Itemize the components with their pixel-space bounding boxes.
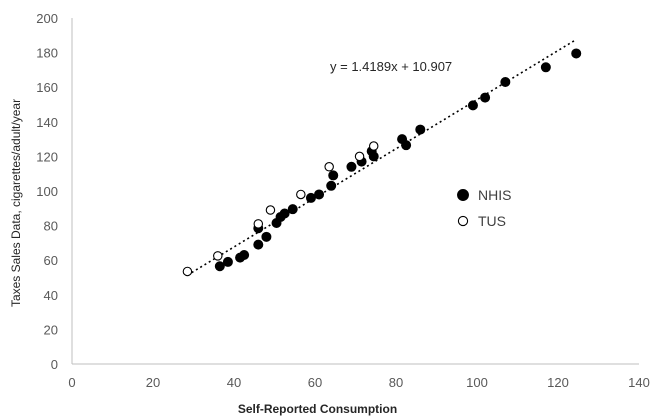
tus-point	[253, 219, 264, 229]
y-tick-label: 60	[44, 253, 58, 268]
nhis-point	[314, 189, 325, 200]
nhis-point	[222, 256, 233, 267]
data-points	[182, 48, 582, 277]
nhis-point	[401, 140, 412, 151]
tus-point	[213, 251, 223, 261]
nhis-point	[279, 208, 290, 219]
axes	[71, 18, 639, 365]
trendline-group: y = 1.4189x + 10.907	[187, 38, 577, 276]
y-tick-label: 120	[36, 149, 58, 164]
x-tick-label: 120	[547, 375, 569, 390]
x-tick-labels: 0 20 40 60 80 100 120 140	[68, 375, 649, 390]
trendline	[187, 38, 577, 276]
nhis-point	[326, 180, 337, 191]
tus-point	[368, 141, 379, 151]
nhis-point	[368, 151, 379, 162]
y-tick-label: 20	[44, 322, 58, 337]
y-tick-label: 40	[44, 288, 58, 303]
nhis-point	[346, 161, 357, 172]
tus-point	[182, 266, 193, 277]
nhis-point	[328, 170, 339, 181]
nhis-point	[214, 261, 225, 272]
tus-point	[296, 189, 306, 200]
y-tick-label: 140	[36, 115, 58, 130]
nhis-point	[540, 62, 551, 73]
tus-point	[324, 162, 334, 172]
x-tick-label: 80	[389, 375, 403, 390]
legend-marker-tus	[457, 215, 469, 227]
y-tick-label: 100	[36, 184, 58, 199]
nhis-point	[287, 204, 298, 215]
y-tick-labels: 0 20 40 60 80 100 120 140 160 180 200	[36, 11, 58, 372]
y-tick-label: 180	[36, 46, 58, 61]
nhis-point	[467, 100, 478, 111]
x-tick-label: 0	[68, 375, 75, 390]
y-tick-label: 80	[44, 219, 58, 234]
x-tick-label: 60	[308, 375, 322, 390]
legend-label-nhis: NHIS	[478, 187, 511, 203]
y-tick-label: 0	[51, 357, 58, 372]
nhis-point	[415, 124, 426, 135]
y-tick-label: 160	[36, 80, 58, 95]
nhis-point	[500, 77, 511, 88]
tus-point	[265, 205, 276, 215]
x-tick-label: 20	[146, 375, 160, 390]
legend: NHIS TUS	[457, 187, 511, 229]
x-tick-label: 140	[628, 375, 650, 390]
x-axis-title: Self-Reported Consumption	[238, 402, 397, 416]
x-tick-label: 40	[227, 375, 241, 390]
x-tick-label: 100	[466, 375, 488, 390]
nhis-point	[571, 48, 582, 59]
legend-marker-nhis	[457, 189, 469, 201]
trendline-equation: y = 1.4189x + 10.907	[330, 59, 452, 74]
nhis-point	[480, 92, 491, 103]
nhis-point	[239, 250, 250, 261]
y-tick-label: 200	[36, 11, 58, 26]
nhis-point	[261, 231, 272, 242]
tus-point	[354, 151, 365, 162]
nhis-point	[253, 239, 264, 250]
y-axis-title: Taxes Sales Data, cigarettes/adult/year	[9, 99, 23, 307]
legend-label-tus: TUS	[478, 213, 506, 229]
